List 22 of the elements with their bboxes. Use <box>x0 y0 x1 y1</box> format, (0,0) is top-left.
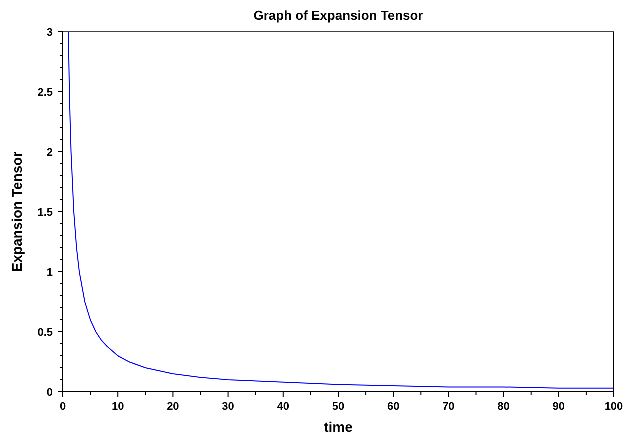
y-tick-label: 2 <box>46 146 53 159</box>
x-tick-label: 70 <box>442 401 455 413</box>
x-tick-label: 60 <box>387 401 400 413</box>
x-tick-label: 40 <box>277 401 290 413</box>
x-tick-label: 80 <box>498 401 510 413</box>
x-tick-label: 50 <box>332 401 345 413</box>
y-tick-label: 1 <box>46 266 53 279</box>
y-tick-label: 2.5 <box>38 86 53 99</box>
line-series <box>68 32 614 389</box>
y-tick-label: 3 <box>46 26 53 39</box>
x-axis-title: time <box>324 419 354 435</box>
y-tick-label: 0.5 <box>38 326 53 339</box>
y-axis-title: Expansion Tensor <box>9 151 25 272</box>
x-tick-label: 20 <box>167 401 180 413</box>
chart-title: Graph of Expansion Tensor <box>254 8 424 23</box>
x-tick-label: 10 <box>112 401 124 413</box>
y-tick-label: 1.5 <box>38 206 53 219</box>
x-tick-label: 30 <box>222 401 234 413</box>
x-tick-label: 100 <box>604 401 624 413</box>
x-tick-label: 0 <box>60 401 66 413</box>
x-tick-label: 90 <box>552 401 566 413</box>
y-tick-label: 0 <box>46 386 53 399</box>
